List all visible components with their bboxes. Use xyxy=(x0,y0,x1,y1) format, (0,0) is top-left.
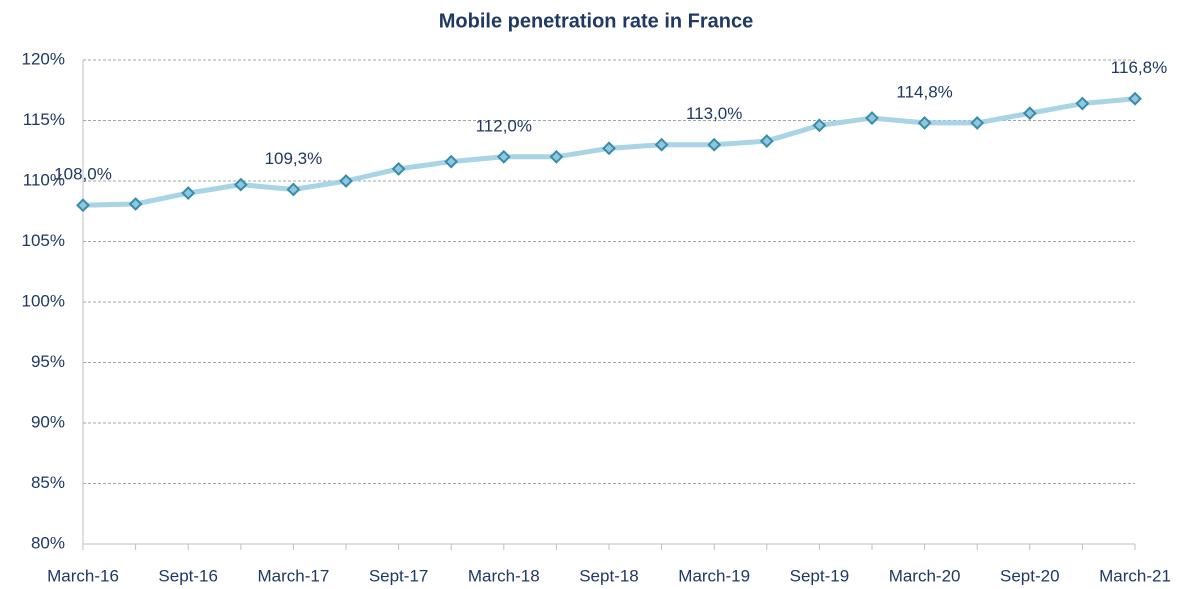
marker xyxy=(865,111,879,125)
marker xyxy=(654,137,669,152)
y-tick-label: 100% xyxy=(22,291,65,310)
y-tick-label: 80% xyxy=(31,533,65,552)
y-tick-label: 115% xyxy=(23,110,65,129)
marker xyxy=(812,118,827,133)
marker xyxy=(970,116,985,130)
y-tick-label: 90% xyxy=(31,412,65,431)
marker xyxy=(1022,106,1037,121)
x-tick-label: March-18 xyxy=(468,566,540,585)
x-tick-label: March-17 xyxy=(257,566,329,585)
x-tick-label: March-21 xyxy=(1099,566,1171,585)
x-tick-label: March-16 xyxy=(47,566,119,585)
x-tick-label: Sept-19 xyxy=(790,566,850,585)
marker xyxy=(286,182,301,197)
data-label: 114,8% xyxy=(896,82,952,101)
marker xyxy=(1128,91,1142,106)
y-tick-label: 95% xyxy=(31,352,65,371)
x-tick-label: Sept-16 xyxy=(158,566,218,585)
chart-title: Mobile penetration rate in France xyxy=(439,10,754,32)
y-tick-label: 105% xyxy=(22,231,65,250)
marker xyxy=(549,149,564,164)
x-tick-label: Sept-17 xyxy=(369,566,429,585)
x-tick-label: Sept-20 xyxy=(1000,566,1060,585)
marker xyxy=(181,186,196,201)
data-label: 113,0% xyxy=(686,104,742,123)
marker xyxy=(391,161,406,176)
marker xyxy=(444,154,459,169)
y-tick-label: 85% xyxy=(31,473,65,492)
marker xyxy=(339,174,353,188)
marker xyxy=(1075,96,1090,111)
data-label: 109,3% xyxy=(265,149,323,168)
y-tick-label: 120% xyxy=(22,49,65,68)
x-tick-label: March-19 xyxy=(678,566,750,585)
marker xyxy=(707,137,722,152)
marker xyxy=(496,149,511,164)
marker xyxy=(759,134,774,148)
data-label: 108,0% xyxy=(54,165,112,184)
marker xyxy=(76,198,90,213)
x-tick-label: March-20 xyxy=(889,566,961,585)
y-tick-label: 110% xyxy=(23,170,65,189)
data-label: 112,0% xyxy=(476,116,532,135)
data-label: 116,8% xyxy=(1111,58,1167,77)
marker xyxy=(233,177,248,192)
marker xyxy=(917,116,932,130)
marker xyxy=(128,197,143,211)
x-tick-label: Sept-18 xyxy=(579,566,639,585)
marker xyxy=(602,141,616,156)
